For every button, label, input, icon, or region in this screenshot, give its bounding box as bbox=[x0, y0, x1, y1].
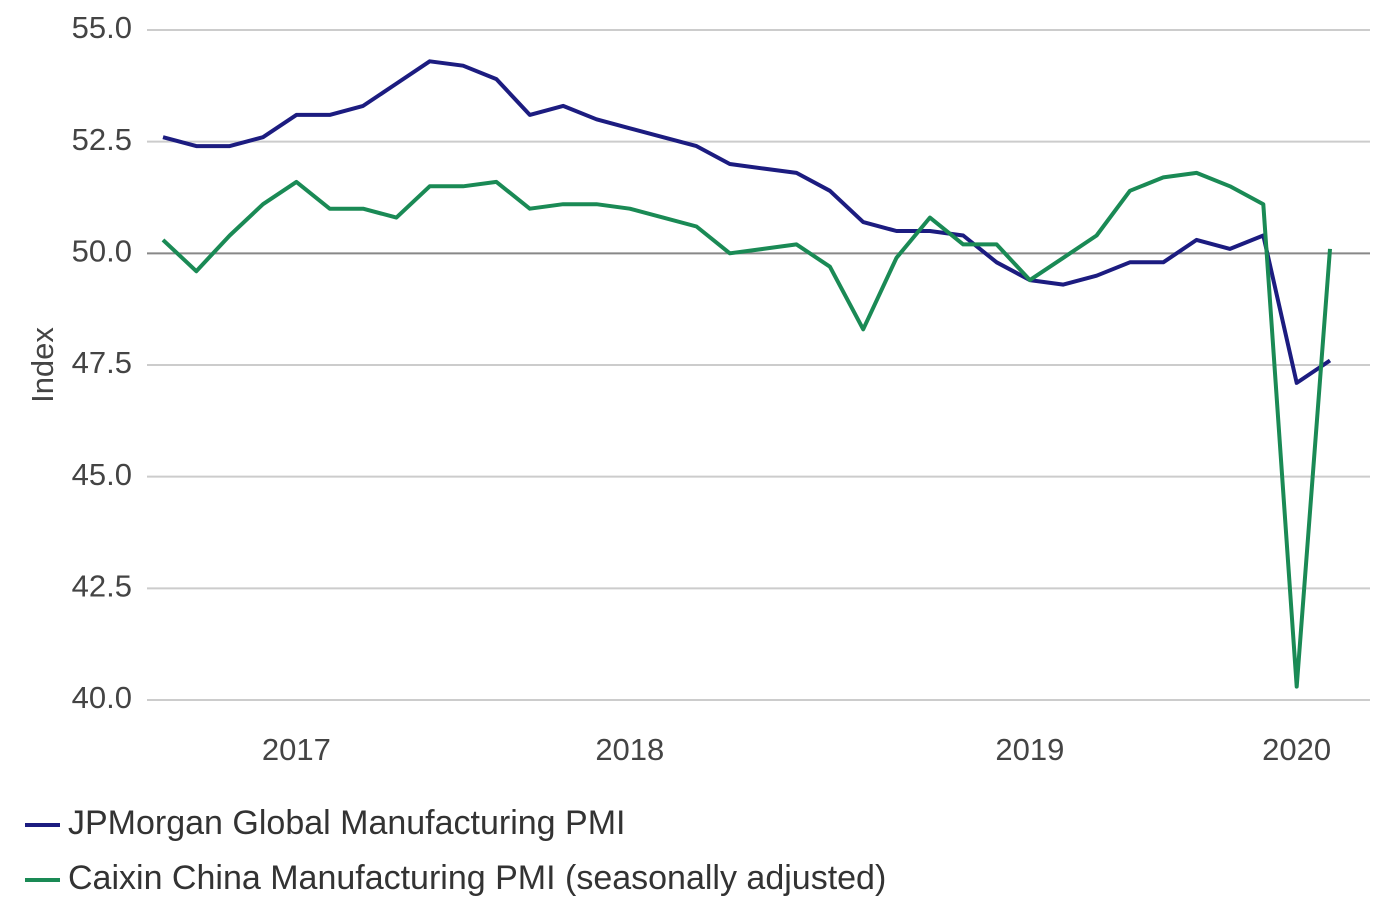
legend-label: Caixin China Manufacturing PMI (seasonal… bbox=[68, 859, 886, 897]
legend-label: JPMorgan Global Manufacturing PMI bbox=[68, 804, 625, 842]
y-tick-label: 47.5 bbox=[72, 345, 132, 380]
y-tick-label: 45.0 bbox=[72, 457, 132, 492]
series-line bbox=[162, 59, 1332, 385]
x-tick-label: 2017 bbox=[262, 732, 331, 767]
y-tick-label: 52.5 bbox=[72, 122, 132, 157]
y-tick-label: 42.5 bbox=[72, 569, 132, 604]
x-tick-label: 2020 bbox=[1262, 732, 1331, 767]
y-tick-label: 50.0 bbox=[72, 234, 132, 269]
series-line bbox=[161, 170, 1332, 689]
x-tick-label: 2018 bbox=[595, 732, 664, 767]
x-tick-label: 2019 bbox=[995, 732, 1064, 767]
y-tick-label: 55.0 bbox=[72, 10, 132, 45]
y-tick-label: 40.0 bbox=[72, 680, 132, 715]
y-axis-label: Index bbox=[25, 327, 60, 403]
